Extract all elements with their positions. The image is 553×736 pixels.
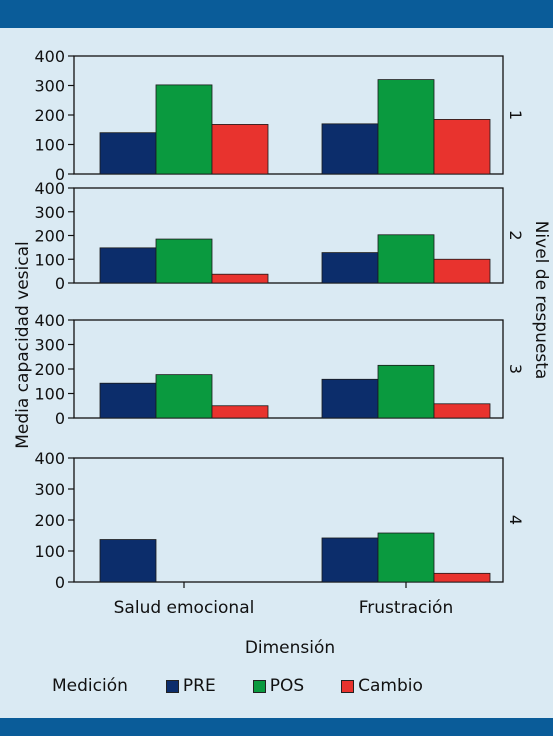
y-tick-label: 300 xyxy=(34,203,65,222)
bar-pos-frustracion xyxy=(377,234,435,284)
panel-1: 0 100 200 300 400 1 xyxy=(34,47,525,184)
bar-cambio-frustracion xyxy=(433,572,491,583)
legend-label-pos: POS xyxy=(269,676,305,696)
bar-pos-frustracion xyxy=(377,364,435,419)
bar-pre-frustracion xyxy=(321,537,379,583)
y-tick-label: 400 xyxy=(34,311,65,330)
bar-cambio-frustracion xyxy=(433,258,491,284)
legend-item-cambio: Cambio xyxy=(341,676,423,696)
x-axis-label: Dimensión xyxy=(245,638,335,658)
y-tick-label: 0 xyxy=(55,165,65,184)
legend-item-pre: PRE xyxy=(165,676,216,696)
y-tick-label: 200 xyxy=(34,227,65,246)
y-tick-label: 100 xyxy=(34,250,65,269)
facet-axis-label: Nivel de respuesta xyxy=(531,221,551,380)
y-tick-label: 200 xyxy=(34,511,65,530)
panel-2: 0 100 200 300 400 2 xyxy=(34,179,525,293)
panel-level-label: 4 xyxy=(506,515,525,525)
bar-pre-salud xyxy=(99,539,157,583)
y-tick-label: 400 xyxy=(34,179,65,198)
legend-item-pos: POS xyxy=(252,676,305,696)
y-tick-label: 300 xyxy=(34,480,65,499)
bar-pos-salud xyxy=(155,238,213,284)
y-tick-label: 100 xyxy=(34,385,65,404)
panel-level-label: 2 xyxy=(506,230,525,240)
y-tick-label: 300 xyxy=(34,336,65,355)
bar-cambio-frustracion xyxy=(433,403,491,419)
y-tick-label: 200 xyxy=(34,106,65,125)
bar-cambio-salud xyxy=(211,124,269,175)
bar-pre-salud xyxy=(99,247,157,284)
panel-3: 0 100 200 300 400 3 xyxy=(34,311,525,428)
y-tick-label: 400 xyxy=(34,47,65,66)
y-tick-label: 100 xyxy=(34,542,65,561)
bar-pre-frustracion xyxy=(321,252,379,284)
bar-pre-frustracion xyxy=(321,378,379,419)
panel-level-label: 1 xyxy=(506,110,525,120)
panel-level-label: 3 xyxy=(506,364,525,374)
y-tick-label: 0 xyxy=(55,573,65,592)
legend-title: Medición xyxy=(52,676,128,696)
bar-cambio-salud xyxy=(211,273,269,284)
x-tick-label: Salud emocional xyxy=(114,598,255,618)
panel-4: 0 100 200 300 400 4 xyxy=(34,449,525,592)
y-tick-label: 200 xyxy=(34,360,65,379)
legend: Medición PRE POS Cambio xyxy=(52,676,460,696)
y-tick-label: 300 xyxy=(34,77,65,96)
bar-pos-salud xyxy=(155,374,213,419)
y-tick-label: 0 xyxy=(55,274,65,293)
header-band xyxy=(0,0,553,28)
legend-swatch-cambio xyxy=(341,679,355,693)
footer-band xyxy=(0,718,553,736)
bar-cambio-salud xyxy=(211,405,269,419)
bar-pos-frustracion xyxy=(377,532,435,583)
bar-pre-salud xyxy=(99,382,157,419)
legend-swatch-pre xyxy=(165,679,179,693)
y-tick-label: 100 xyxy=(34,136,65,155)
bar-pre-salud xyxy=(99,132,157,175)
bar-pos-salud xyxy=(155,84,213,175)
y-tick-label: 0 xyxy=(55,409,65,428)
bar-pre-frustracion xyxy=(321,123,379,175)
chart-panels: 0100200300400101002003004002010020030040… xyxy=(34,47,525,618)
legend-label-pre: PRE xyxy=(182,676,216,696)
legend-label-cambio: Cambio xyxy=(358,676,423,696)
y-axis-label: Media capacidad vesical xyxy=(13,241,33,449)
y-tick-label: 400 xyxy=(34,449,65,468)
bar-cambio-frustracion xyxy=(433,119,491,175)
bar-pos-frustracion xyxy=(377,79,435,175)
x-tick-label: Frustración xyxy=(359,598,453,618)
legend-swatch-pos xyxy=(252,679,266,693)
